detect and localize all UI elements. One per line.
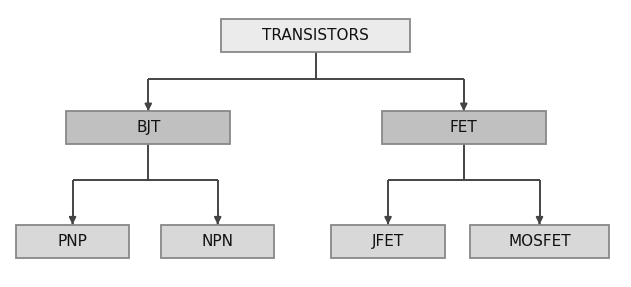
Text: JFET: JFET <box>372 234 404 249</box>
Text: NPN: NPN <box>202 234 233 249</box>
Text: MOSFET: MOSFET <box>508 234 571 249</box>
Text: TRANSISTORS: TRANSISTORS <box>262 28 369 43</box>
FancyBboxPatch shape <box>16 224 129 258</box>
FancyBboxPatch shape <box>66 111 230 144</box>
FancyBboxPatch shape <box>470 224 609 258</box>
FancyBboxPatch shape <box>161 224 274 258</box>
Text: PNP: PNP <box>57 234 88 249</box>
FancyBboxPatch shape <box>331 224 445 258</box>
FancyBboxPatch shape <box>382 111 546 144</box>
FancyBboxPatch shape <box>221 20 410 52</box>
Text: BJT: BJT <box>136 120 160 135</box>
Text: FET: FET <box>450 120 478 135</box>
